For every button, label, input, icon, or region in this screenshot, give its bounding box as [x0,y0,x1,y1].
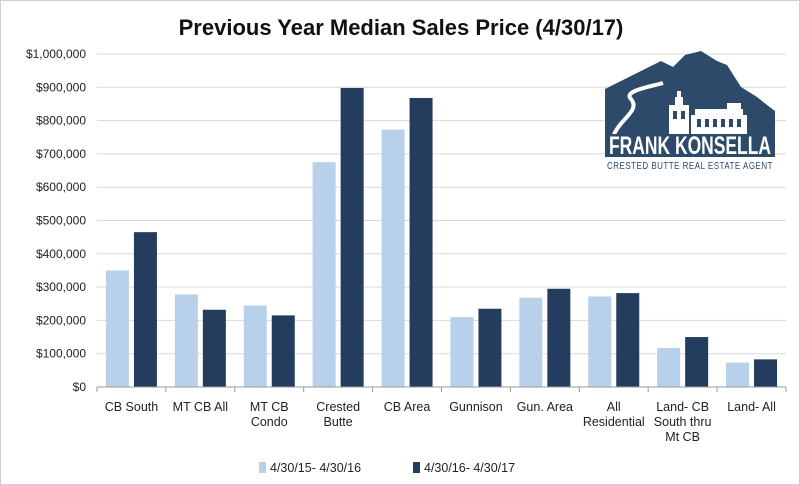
bar-prev-5 [450,317,474,387]
y-tick-label: $600,000 [36,180,86,194]
legend-swatch-0 [259,462,266,473]
road-logo-icon [611,81,664,138]
x-tick-label: MT CB [250,400,289,414]
y-tick-label: $500,000 [36,214,86,228]
x-tick-label: CB Area [384,400,431,414]
legend: 4/30/15- 4/30/16 4/30/16- 4/30/17 [259,461,515,475]
x-tick-label: Land- All [727,400,776,414]
y-tick-label: $800,000 [36,114,86,128]
logo-tagline: CRESTED BUTTE REAL ESTATE AGENT [607,161,773,172]
y-tick-labels: $0 $100,000 $200,000 $300,000 $400,000 $500,0… [26,47,86,394]
courthouse-windows-icon [673,111,741,127]
x-tick-label: Butte [324,415,353,429]
y-tick-label: $300,000 [36,280,86,294]
logo-name: FRANK KONSELLA [609,132,771,160]
bar-curr-8 [685,337,709,387]
bar-prev-3 [312,162,336,387]
legend-entry-0: 4/30/15- 4/30/16 [270,461,361,475]
bar-prev-6 [519,297,543,387]
bar-prev-7 [588,296,612,387]
bar-prev-4 [381,129,405,387]
bar-curr-0 [133,232,157,387]
y-tick-label: $700,000 [36,147,86,161]
x-tick-label: South thru [654,415,712,429]
y-tick-label: $100,000 [36,347,86,361]
bar-curr-6 [547,288,571,387]
chart-title: Previous Year Median Sales Price (4/30/1… [178,15,624,40]
legend-entry-1: 4/30/16- 4/30/17 [424,461,515,475]
y-tick-label: $200,000 [36,313,86,327]
y-tick-label: $900,000 [36,80,86,94]
bar-curr-7 [616,293,640,387]
x-tick-label: Residential [583,415,645,429]
bar-curr-3 [340,87,364,387]
x-tick-label: Land- CB [656,400,709,414]
x-tick-label: CB South [105,400,159,414]
y-tick-label: $1,000,000 [26,47,86,61]
x-tick-label: Mt CB [665,430,700,444]
bar-prev-8 [657,348,681,387]
bar-curr-9 [754,359,778,387]
logo-name-plate [605,134,775,157]
axes [96,386,787,392]
y-tick-label: $0 [73,380,87,394]
bar-prev-0 [105,270,129,387]
bar-prev-9 [726,362,750,387]
bar-curr-4 [409,97,433,388]
bar-curr-1 [202,309,226,387]
x-tick-label: Gunnison [449,400,503,414]
frank-konsella-logo: FRANK KONSELLA CRESTED BUTTE REAL ESTATE… [605,51,775,172]
x-tick-label: All [607,400,621,414]
bar-prev-2 [243,305,267,387]
bars [105,87,778,388]
x-tick-label: Gun. Area [517,400,573,414]
bar-curr-5 [478,308,502,387]
x-tick-label: Condo [251,415,288,429]
legend-swatch-1 [413,462,420,473]
bar-curr-2 [271,315,295,387]
x-tick-label: MT CB All [173,400,228,414]
x-tick-label: Crested [316,400,360,414]
y-tick-label: $400,000 [36,247,86,261]
bar-prev-1 [174,294,198,387]
